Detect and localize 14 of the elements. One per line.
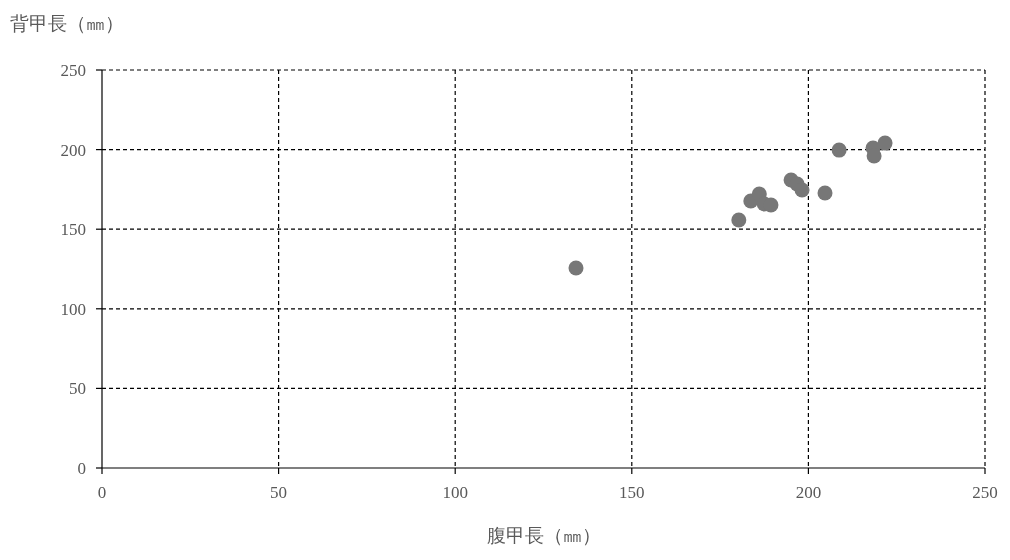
xtick: 50	[270, 483, 288, 502]
ytick: 100	[60, 299, 86, 319]
xtick: 100	[442, 483, 468, 502]
ytick: 150	[60, 220, 86, 240]
ytick: 250	[60, 61, 86, 80]
xtick: 200	[795, 483, 822, 502]
ytick: 0	[77, 459, 86, 478]
xtick: 0	[97, 483, 107, 502]
xtick: 250	[972, 483, 998, 502]
ytick: 200	[60, 140, 86, 160]
ylabel: 背甲長（㎜）	[10, 13, 124, 34]
xlabel: 腹甲長（㎜）	[486, 525, 601, 546]
xtick: 150	[619, 483, 645, 502]
ytick: 50	[69, 379, 86, 399]
